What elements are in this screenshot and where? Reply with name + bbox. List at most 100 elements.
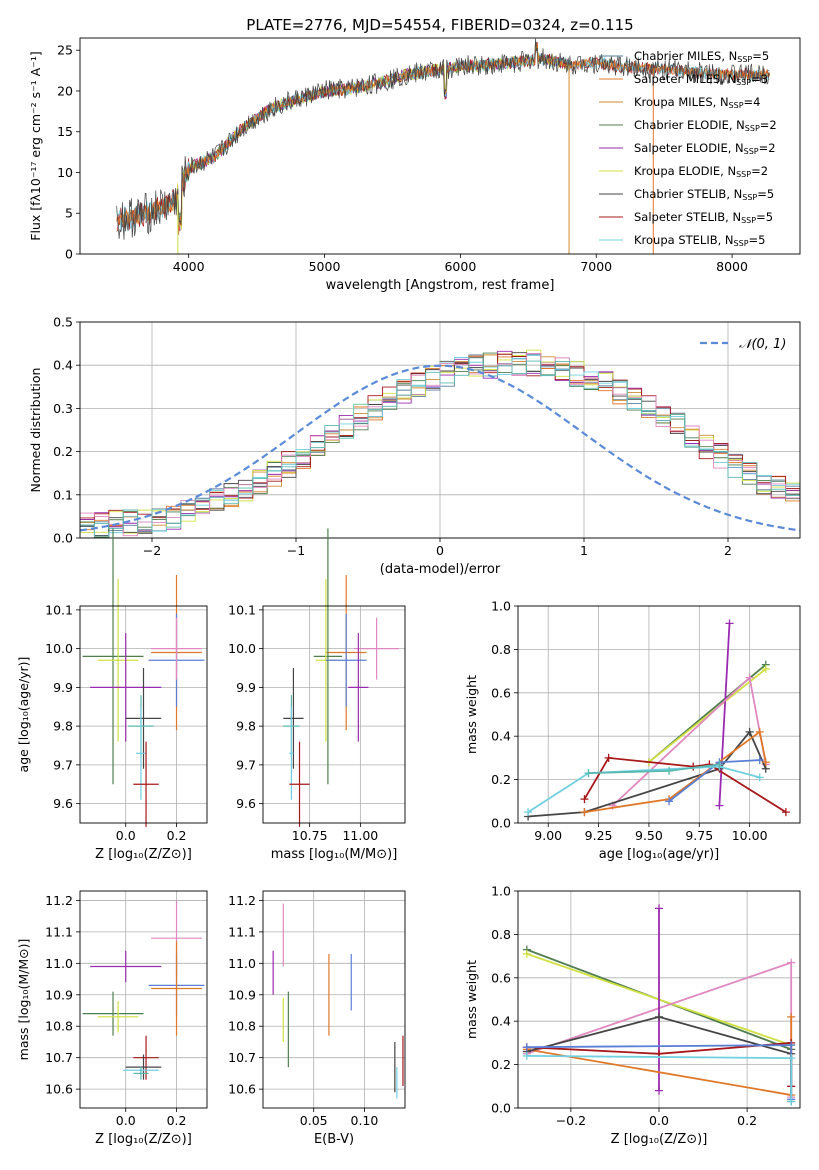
weight-line: [527, 765, 760, 813]
weight-marker: [580, 808, 589, 817]
x-axis-label: (data-model)/error: [380, 562, 501, 577]
x-tick-label: −1: [287, 543, 305, 558]
x-tick-label: 0: [436, 543, 444, 558]
y-tick-label: 9.9: [236, 680, 256, 695]
weight-marker: [580, 795, 589, 804]
y-tick-label: 11.2: [45, 893, 73, 908]
y-tick-label: 11.2: [228, 893, 256, 908]
y-tick-label: 0.1: [53, 487, 73, 502]
weight-marker: [665, 766, 674, 775]
histogram-step: [80, 357, 800, 538]
legend-entry: Kroupa ELODIE, NSSP=2: [634, 164, 768, 179]
x-tick-label: 0.05: [300, 1113, 328, 1128]
y-tick-label: 0.6: [491, 970, 511, 985]
axes-frame: [79, 890, 208, 1109]
weight-marker: [755, 727, 764, 736]
x-tick-label: 0.2: [167, 828, 187, 843]
axes-frame: [79, 37, 801, 255]
y-tick-label: 10: [57, 165, 73, 180]
weight-marker: [755, 773, 764, 782]
normal-curve: [80, 364, 800, 532]
y-tick-label: 10.8: [228, 1019, 256, 1034]
weight-marker: [655, 1012, 663, 1021]
x-tick-label: 9.25: [585, 828, 613, 843]
weight-marker: [745, 727, 754, 736]
x-tick-label: 0.0: [116, 828, 136, 843]
y-tick-label: 1.0: [491, 599, 511, 614]
weight-marker: [522, 1043, 531, 1052]
chart-title: PLATE=2776, MJD=54554, FIBERID=0324, z=0…: [246, 16, 633, 34]
y-tick-label: 11.0: [45, 956, 73, 971]
weight-line: [718, 623, 731, 806]
weight-marker: [787, 1054, 796, 1063]
y-axis-label: Flux [fλ10⁻¹⁷ erg cm⁻² s⁻¹ A⁻¹]: [28, 51, 43, 240]
axes-frame: [517, 605, 801, 824]
weight-marker: [745, 673, 754, 682]
y-tick-label: 0.2: [491, 1057, 511, 1072]
legend-entry: Chabrier MILES, NSSP=5: [634, 49, 769, 64]
y-tick-label: 10.6: [45, 1082, 73, 1097]
y-tick-label: 9.6: [53, 796, 73, 811]
weight-marker: [522, 949, 531, 958]
y-axis-label: Normed distribution: [28, 368, 43, 493]
legend-normal-label: 𝒩(0, 1): [739, 337, 786, 352]
weight-marker: [755, 756, 764, 765]
x-tick-label: −0.2: [556, 1113, 586, 1128]
x-axis-label: age [log₁₀(age/yr)]: [599, 847, 720, 862]
legend-entry: Chabrier STELIB, NSSP=5: [634, 187, 774, 202]
legend-entry: Salpeter STELIB, NSSP=5: [634, 210, 773, 225]
weight-marker: [524, 808, 533, 817]
y-tick-label: 0.8: [491, 927, 511, 942]
y-tick-label: 10.1: [228, 602, 256, 617]
weight-marker: [665, 797, 674, 806]
y-tick-label: 0.0: [53, 531, 73, 546]
x-tick-label: 0.0: [649, 1113, 669, 1128]
weight-marker: [781, 808, 790, 817]
x-tick-label: 5000: [309, 259, 341, 274]
x-tick-label: 4000: [173, 259, 205, 274]
y-tick-label: 10.7: [228, 1050, 256, 1065]
x-tick-label: 7000: [580, 259, 612, 274]
y-axis-label: age [log₁₀(age/yr)]: [16, 657, 31, 773]
y-tick-label: 10.9: [228, 987, 256, 1002]
weight-marker: [604, 753, 613, 762]
weight-marker: [715, 760, 724, 769]
x-tick-label: −2: [143, 543, 161, 558]
x-axis-label: wavelength [Angstrom, rest frame]: [326, 278, 555, 293]
axes-frame: [79, 321, 801, 539]
x-tick-label: 2: [724, 543, 732, 558]
weight-marker: [761, 664, 770, 673]
axes-frame: [262, 890, 406, 1109]
y-tick-label: 0.3: [53, 401, 73, 416]
y-tick-label: 9.6: [236, 796, 256, 811]
y-tick-label: 10.1: [45, 602, 73, 617]
legend-entry: Kroupa STELIB, NSSP=5: [634, 233, 765, 248]
y-tick-label: 10.7: [45, 1050, 73, 1065]
x-tick-label: 0.2: [737, 1113, 757, 1128]
legend-entry: Chabrier ELODIE, NSSP=2: [634, 118, 777, 133]
y-tick-label: 9.8: [53, 719, 73, 734]
y-tick-label: 0.8: [491, 642, 511, 657]
x-tick-label: 11.00: [342, 828, 378, 843]
y-tick-label: 0.2: [53, 444, 73, 459]
legend-entry: Salpeter ELODIE, NSSP=2: [634, 141, 776, 156]
spectrum-line-chabrier-stelib: [116, 38, 770, 240]
x-tick-label: 8000: [716, 259, 748, 274]
weight-marker: [787, 1097, 796, 1106]
x-tick-label: 0.10: [351, 1113, 379, 1128]
y-tick-label: 9.8: [236, 719, 256, 734]
y-axis-label: mass [log₁₀(M/M⊙)]: [16, 939, 31, 1061]
y-tick-label: 0.0: [491, 1101, 511, 1116]
y-axis-label: mass weight: [464, 960, 479, 1039]
y-axis-label: mass weight: [464, 675, 479, 754]
histogram-step: [80, 353, 800, 538]
weight-marker: [787, 958, 796, 967]
y-tick-label: 15: [57, 124, 73, 139]
weight-marker: [715, 801, 724, 810]
y-tick-label: 20: [57, 83, 73, 98]
axes-frame: [79, 605, 208, 824]
y-tick-label: 10.0: [228, 641, 256, 656]
y-tick-label: 5: [65, 206, 73, 221]
y-tick-label: 9.7: [236, 757, 256, 772]
